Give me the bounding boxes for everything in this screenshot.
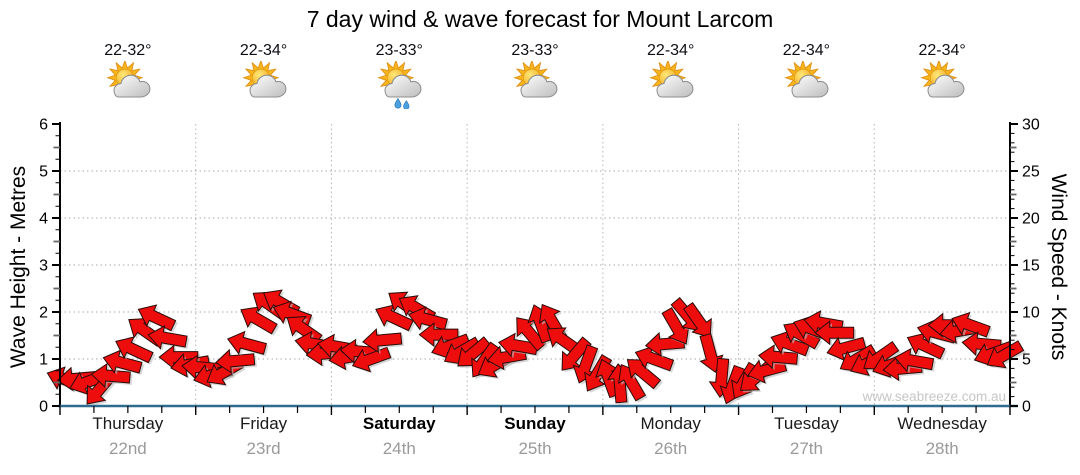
day-column: 23-33° <box>467 42 603 114</box>
day-name-label: Monday <box>640 414 701 433</box>
sun-cloud-icon <box>196 59 332 114</box>
day-column: 22-34° <box>196 42 332 114</box>
temperature-label: 23-33° <box>375 42 423 59</box>
left-axis-tick-label: 6 <box>39 117 48 134</box>
day-date-label: 25th <box>518 439 552 458</box>
wind-arrow <box>561 336 592 371</box>
temperature-label: 22-32° <box>104 42 152 59</box>
sun-cloud-icon <box>603 59 739 114</box>
day-column: 22-34° <box>603 42 739 114</box>
axes: 0 1 2 3 4 5 6 0 5 10 15 20 25 30 <box>39 117 1040 416</box>
day-column: 22-34° <box>739 42 875 114</box>
wind-arrow <box>240 306 278 335</box>
temperature-label: 22-34° <box>647 42 695 59</box>
sun-cloud-icon <box>739 59 875 114</box>
temperature-label: 22-34° <box>239 42 288 59</box>
wind-arrow <box>951 311 991 338</box>
wind-arrow <box>115 336 154 364</box>
left-axis-tick-label: 2 <box>39 305 48 322</box>
day-name-label: Tuesday <box>774 414 839 433</box>
sun-cloud-icon <box>874 59 1010 114</box>
day-column: 22-34° <box>874 42 1010 114</box>
day-name-label: Thursday <box>92 414 164 433</box>
day-name-label: Saturday <box>362 414 436 433</box>
wind-arrow <box>634 345 675 372</box>
left-axis-tick-label: 3 <box>39 258 48 275</box>
wind-arrows <box>46 289 1026 407</box>
day-date-label: 23rd <box>246 439 281 458</box>
wind-arrow <box>757 344 799 370</box>
watermark: www.seabreeze.com.au <box>862 389 1006 404</box>
wind-arrow <box>362 328 403 354</box>
temperature-label: 22-34° <box>782 42 831 59</box>
wind-arrow <box>626 359 662 390</box>
wind-arrow <box>986 340 1025 369</box>
wind-arrow <box>826 336 867 361</box>
day-date-label: 26th <box>654 439 688 458</box>
wind-arrow <box>137 304 177 332</box>
wind-arrow <box>215 348 256 374</box>
left-axis-tick-label: 4 <box>39 211 48 228</box>
left-axis-tick-label: 0 <box>39 399 48 416</box>
wind-arrow <box>906 332 946 360</box>
wind-arrow <box>158 344 199 370</box>
right-axis-tick-label: 25 <box>1022 164 1040 181</box>
day-date-label: 28th <box>925 439 959 458</box>
wind-arrow <box>375 304 414 332</box>
wind-arrow <box>102 349 143 374</box>
right-axis-tick-label: 20 <box>1022 211 1040 228</box>
temperature-label: 22-34° <box>918 42 966 59</box>
day-date-label: 22nd <box>108 439 147 458</box>
page-title: 7 day wind & wave forecast for Mount Lar… <box>306 6 774 32</box>
right-axis-tick-label: 30 <box>1022 117 1040 134</box>
day-name-label: Friday <box>239 414 288 433</box>
right-axis-tick-label: 10 <box>1022 305 1040 322</box>
left-axis-tick-label: 5 <box>39 164 48 181</box>
right-axis-tick-label: 15 <box>1022 258 1040 275</box>
day-date-label: 24th <box>382 439 416 458</box>
right-axis-tick-label: 5 <box>1022 352 1031 369</box>
sun-cloud-showers-icon <box>331 59 467 114</box>
wind-arrow <box>418 322 459 348</box>
day-name-label: Sunday <box>504 414 566 433</box>
wind-arrow <box>661 307 690 345</box>
wind-arrow <box>90 363 131 388</box>
wind-arrow <box>407 306 448 331</box>
wind-arrow <box>814 320 855 346</box>
sun-cloud-icon <box>467 59 603 114</box>
wind-arrow <box>682 301 712 339</box>
day-column: 23-33° <box>331 42 467 114</box>
day-date-label: 27th <box>789 439 823 458</box>
sun-cloud-icon <box>60 59 196 114</box>
left-axis-tick-label: 1 <box>39 352 48 369</box>
right-axis-tick-label: 0 <box>1022 399 1031 416</box>
day-name-label: Wednesday <box>897 414 987 433</box>
wind-arrow <box>226 330 267 355</box>
day-column: 22-32° <box>60 42 196 114</box>
wind-arrow <box>893 347 935 373</box>
temperature-label: 23-33° <box>511 42 559 59</box>
wind-arrow <box>351 346 392 373</box>
wind-arrow <box>147 325 188 350</box>
wind-arrow <box>286 316 323 345</box>
